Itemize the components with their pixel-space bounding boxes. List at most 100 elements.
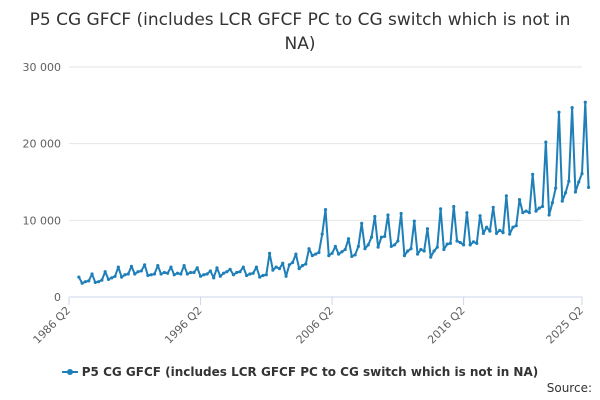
data-point[interactable] [284,274,288,278]
data-point[interactable] [491,205,495,209]
data-point[interactable] [570,106,574,110]
data-point[interactable] [241,265,245,269]
data-point[interactable] [277,267,282,271]
data-point[interactable] [498,228,502,232]
data-point[interactable] [205,272,209,276]
data-point[interactable] [488,229,492,233]
data-point[interactable] [366,243,370,247]
data-point[interactable] [116,265,120,269]
data-point[interactable] [333,244,337,248]
data-point[interactable] [557,110,561,114]
data-point[interactable] [369,235,374,239]
data-point[interactable] [202,273,206,277]
data-point[interactable] [337,252,341,256]
data-point[interactable] [517,198,522,202]
data-point[interactable] [392,243,397,247]
data-point[interactable] [439,207,443,211]
legend-item[interactable]: P5 CG GFCF (includes LCR GFCF PC to CG s… [0,364,600,380]
data-point[interactable] [429,255,433,259]
data-point[interactable] [106,277,111,281]
data-point[interactable] [304,262,308,266]
data-point[interactable] [323,208,328,212]
data-point[interactable] [343,247,347,252]
data-point[interactable] [399,211,403,216]
data-point[interactable] [547,213,551,217]
data-point[interactable] [264,273,268,277]
data-point[interactable] [494,231,499,235]
data-point[interactable] [573,190,578,194]
data-point[interactable] [340,250,344,254]
data-point[interactable] [228,267,232,271]
data-point[interactable] [166,271,170,275]
data-point[interactable] [465,211,469,215]
data-point[interactable] [462,243,466,247]
data-point[interactable] [452,204,456,209]
series-line[interactable] [77,101,590,285]
data-point[interactable] [485,225,489,229]
data-point[interactable] [560,199,564,203]
data-point[interactable] [327,254,331,258]
data-point[interactable] [182,263,186,268]
data-point[interactable] [248,272,252,276]
data-point[interactable] [113,274,117,278]
data-point[interactable] [563,191,568,195]
data-point[interactable] [524,209,528,213]
data-point[interactable] [314,252,318,256]
data-point[interactable] [383,234,387,239]
data-point[interactable] [146,273,150,278]
data-point[interactable] [567,179,571,183]
data-point[interactable] [330,251,334,255]
data-point[interactable] [238,270,242,274]
data-point[interactable] [373,214,377,219]
data-point[interactable] [550,201,555,205]
data-point[interactable] [468,243,472,247]
data-point[interactable] [143,263,147,267]
data-point[interactable] [353,253,357,257]
data-point[interactable] [169,265,173,269]
data-point[interactable] [133,272,137,276]
data-point[interactable] [379,235,383,239]
data-point[interactable] [580,171,584,176]
data-point[interactable] [215,266,219,270]
data-point[interactable] [100,278,104,282]
data-point[interactable] [527,211,531,215]
data-point[interactable] [198,274,203,278]
data-point[interactable] [281,261,285,265]
data-point[interactable] [419,247,423,252]
data-point[interactable] [406,249,410,253]
data-point[interactable] [501,231,505,235]
data-point[interactable] [254,265,259,269]
data-point[interactable] [251,271,255,275]
data-point[interactable] [432,249,436,253]
data-point[interactable] [471,240,476,244]
data-point[interactable] [136,270,140,274]
data-point[interactable] [221,271,226,275]
data-point[interactable] [87,279,91,283]
data-point[interactable] [307,247,311,251]
data-point[interactable] [175,271,180,275]
data-point[interactable] [445,242,449,246]
data-point[interactable] [521,211,525,215]
data-point[interactable] [435,245,439,249]
data-point[interactable] [235,270,239,275]
data-point[interactable] [317,250,321,255]
data-point[interactable] [586,185,591,189]
data-point[interactable] [192,270,196,275]
data-point[interactable] [208,269,212,273]
data-point[interactable] [415,252,420,256]
data-point[interactable] [77,275,81,279]
data-point[interactable] [475,241,479,245]
data-point[interactable] [189,270,193,275]
data-point[interactable] [534,209,538,213]
data-point[interactable] [156,263,160,268]
data-point[interactable] [544,140,548,144]
data-point[interactable] [537,206,541,210]
data-point[interactable] [508,232,512,236]
data-point[interactable] [149,273,153,277]
data-point[interactable] [425,227,430,231]
data-point[interactable] [162,270,166,275]
data-point[interactable] [531,172,535,176]
data-point[interactable] [350,254,354,258]
data-point[interactable] [120,275,124,279]
data-point[interactable] [442,247,446,252]
